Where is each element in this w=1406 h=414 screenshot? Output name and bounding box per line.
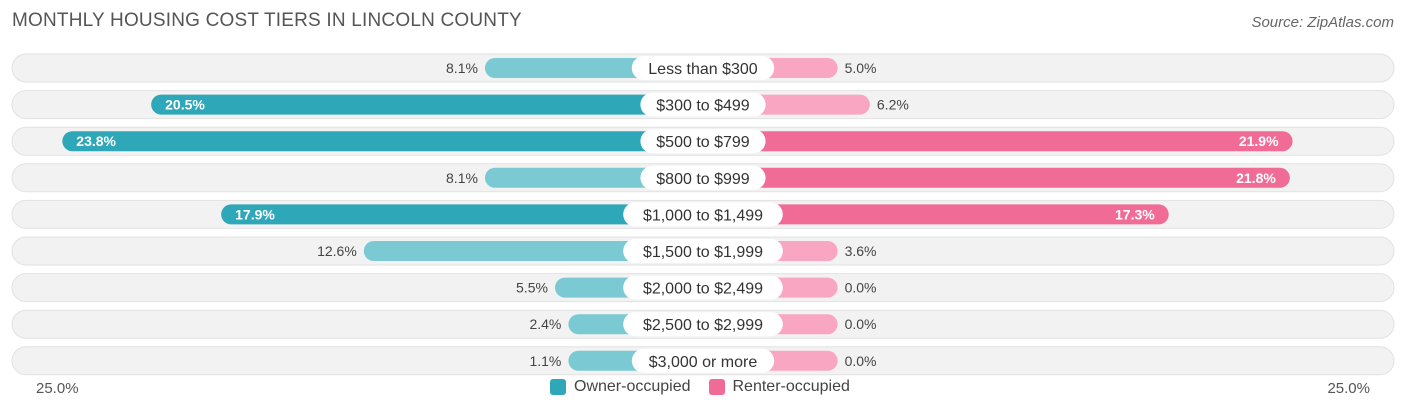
- category-pill: [623, 202, 783, 227]
- category-label: $300 to $499: [656, 98, 750, 115]
- owner-value-label: 17.9%: [235, 206, 275, 222]
- legend: Owner-occupied Renter-occupied: [550, 378, 868, 396]
- renter-value-label: 0.0%: [845, 353, 877, 369]
- renter-bar: [703, 167, 1290, 188]
- category-pill: [631, 56, 775, 80]
- axis-label-left: 25.0%: [36, 380, 79, 397]
- renter-value-label: 0.0%: [845, 280, 877, 296]
- category-pill: [640, 129, 766, 154]
- renter-value-label: 17.3%: [1115, 206, 1155, 222]
- legend-item-renter: Renter-occupied: [708, 378, 850, 396]
- renter-value-label: 21.9%: [1239, 133, 1279, 149]
- renter-bar: [703, 204, 1169, 225]
- owner-value-label: 2.4%: [529, 316, 561, 332]
- owner-value-label: 8.1%: [446, 60, 478, 76]
- owner-value-label: 12.6%: [317, 243, 357, 259]
- category-pill: [623, 312, 783, 337]
- owner-bar: [151, 94, 703, 115]
- category-label: $1,500 to $1,999: [643, 244, 763, 261]
- owner-bar: [62, 131, 703, 152]
- legend-swatch-renter: [708, 379, 725, 395]
- category-label: $2,500 to $2,999: [643, 317, 763, 334]
- renter-value-label: 5.0%: [845, 60, 877, 76]
- category-label: $2,000 to $2,499: [643, 281, 763, 298]
- category-pill: [631, 348, 775, 373]
- category-pill: [623, 275, 783, 300]
- axis-label-right: 25.0%: [1327, 380, 1370, 397]
- category-label: $3,000 or more: [649, 354, 758, 371]
- chart-title: MONTHLY HOUSING COST TIERS IN LINCOLN CO…: [12, 10, 522, 31]
- chart-source: Source: ZipAtlas.com: [1251, 14, 1394, 31]
- owner-bar: [221, 204, 703, 225]
- renter-value-label: 0.0%: [845, 316, 877, 332]
- owner-value-label: 1.1%: [529, 353, 561, 369]
- legend-item-owner: Owner-occupied: [550, 378, 691, 396]
- category-pill: [623, 239, 783, 263]
- owner-bar: [363, 241, 703, 261]
- category-label: $1,000 to $1,499: [643, 207, 763, 224]
- category-pill: [640, 165, 766, 190]
- legend-label-owner: Owner-occupied: [574, 378, 691, 395]
- owner-value-label: 8.1%: [446, 170, 478, 186]
- owner-value-label: 5.5%: [516, 280, 548, 296]
- category-label: $800 to $999: [656, 171, 750, 188]
- owner-value-label: 20.5%: [165, 97, 205, 113]
- category-label: Less than $300: [648, 61, 758, 78]
- renter-bar: [703, 131, 1293, 152]
- category-label: $500 to $799: [656, 134, 750, 151]
- owner-value-label: 23.8%: [76, 133, 116, 149]
- legend-swatch-owner: [550, 379, 566, 395]
- renter-value-label: 3.6%: [845, 243, 877, 259]
- renter-value-label: 6.2%: [877, 97, 909, 113]
- legend-label-renter: Renter-occupied: [732, 378, 850, 395]
- renter-value-label: 21.8%: [1236, 170, 1276, 186]
- category-pill: [640, 92, 766, 117]
